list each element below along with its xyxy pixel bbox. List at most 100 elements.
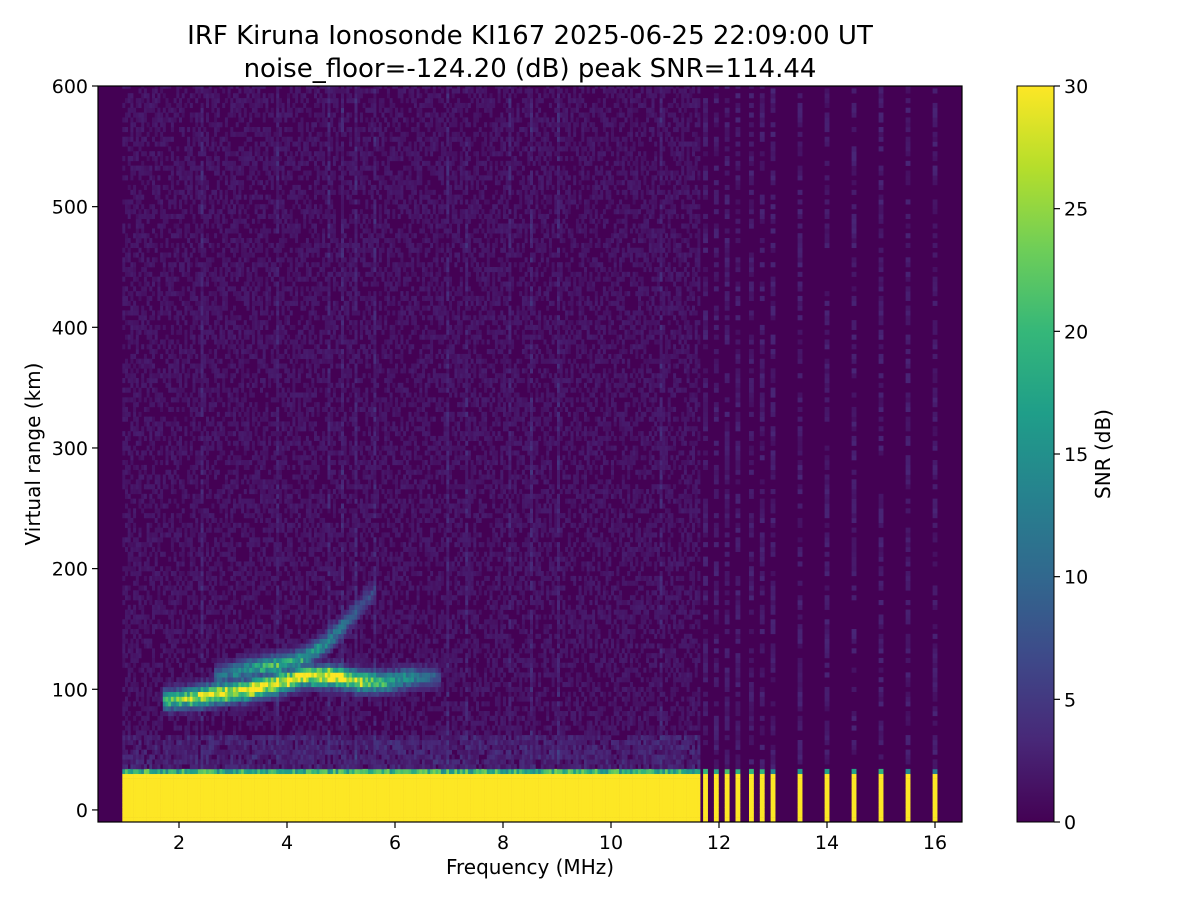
heatmap-cell	[157, 435, 161, 442]
heatmap-cell	[127, 793, 131, 799]
heatmap-cell	[146, 614, 150, 620]
heatmap-cell	[265, 556, 269, 562]
heatmap-cell	[249, 344, 253, 350]
heatmap-cell	[216, 387, 220, 393]
heatmap-cell	[141, 759, 145, 765]
heatmap-cell	[160, 204, 164, 210]
heatmap-cell	[257, 744, 261, 750]
heatmap-cell	[222, 653, 226, 659]
heatmap-cell	[241, 566, 245, 572]
heatmap-cell	[152, 353, 155, 360]
heatmap-cell	[170, 426, 174, 432]
heatmap-cell	[254, 489, 258, 495]
heatmap-cell	[265, 300, 269, 306]
heatmap-cell	[187, 551, 191, 557]
heatmap-cell	[273, 657, 277, 664]
heatmap-cell	[251, 102, 255, 109]
heatmap-cell	[192, 802, 196, 808]
heatmap-cell	[138, 489, 142, 495]
heatmap-cell	[197, 281, 201, 287]
heatmap-cell	[179, 310, 182, 316]
heatmap-cell	[262, 566, 266, 572]
heatmap-cell	[230, 706, 234, 712]
heatmap-cell	[227, 267, 231, 273]
heatmap-cell	[184, 542, 188, 548]
heatmap-cell	[241, 416, 245, 422]
heatmap-cell	[260, 86, 263, 89]
heatmap-cell	[149, 643, 153, 649]
heatmap-cell	[149, 682, 153, 688]
heatmap-cell	[127, 184, 131, 191]
heatmap-cell	[184, 271, 188, 277]
heatmap-cell	[222, 817, 226, 822]
heatmap-cell	[122, 199, 126, 205]
heatmap-cell	[143, 435, 147, 442]
heatmap-cell	[184, 431, 188, 437]
heatmap-cell	[224, 295, 228, 302]
heatmap-cell	[224, 609, 228, 615]
heatmap-cell	[189, 151, 193, 157]
heatmap-cell	[230, 160, 234, 166]
heatmap-cell	[214, 402, 218, 408]
heatmap-cell	[265, 575, 269, 582]
heatmap-cell	[270, 788, 274, 794]
heatmap-cell	[216, 609, 220, 615]
heatmap-cell	[141, 773, 145, 779]
heatmap-cell	[260, 677, 263, 683]
heatmap-cell	[170, 812, 174, 818]
heatmap-cell	[273, 802, 277, 808]
heatmap-cell	[200, 609, 204, 615]
heatmap-cell	[170, 291, 174, 297]
heatmap-cell	[195, 778, 199, 784]
heatmap-cell	[208, 493, 212, 499]
heatmap-cell	[257, 537, 261, 543]
heatmap-cell	[262, 411, 266, 417]
heatmap-cell	[260, 749, 263, 755]
heatmap-cell	[203, 706, 207, 712]
heatmap-cell	[265, 696, 269, 702]
heatmap-cell	[146, 484, 150, 490]
heatmap-cell	[260, 300, 263, 306]
heatmap-cell	[179, 175, 182, 181]
heatmap-cell	[268, 609, 272, 615]
heatmap-cell	[187, 537, 191, 543]
heatmap-cell	[224, 677, 228, 683]
heatmap-cell	[260, 802, 263, 808]
heatmap-cell	[192, 363, 196, 369]
heatmap-cell	[235, 571, 239, 577]
heatmap-cell	[157, 595, 161, 601]
heatmap-cell	[227, 165, 231, 171]
heatmap-cell	[270, 672, 274, 678]
heatmap-cell	[157, 604, 161, 610]
heatmap-cell	[254, 98, 258, 104]
heatmap-cell	[187, 300, 191, 306]
heatmap-cell	[270, 513, 274, 519]
heatmap-cell	[233, 175, 236, 181]
heatmap-cell	[227, 691, 231, 697]
heatmap-cell	[143, 151, 147, 157]
heatmap-cell	[176, 156, 180, 162]
heatmap-cell	[173, 691, 177, 697]
heatmap-cell	[206, 117, 209, 123]
heatmap-cell	[203, 339, 207, 345]
heatmap-cell	[254, 725, 258, 731]
heatmap-cell	[268, 295, 272, 302]
heatmap-cell	[249, 194, 253, 200]
heatmap-cell	[176, 160, 180, 166]
heatmap-cell	[125, 440, 128, 446]
heatmap-cell	[173, 233, 177, 239]
heatmap-cell	[214, 662, 218, 668]
heatmap-cell	[135, 151, 139, 157]
heatmap-cell	[160, 768, 164, 775]
heatmap-cell	[152, 817, 155, 822]
heatmap-cell	[122, 812, 126, 818]
heatmap-cell	[251, 667, 255, 673]
heatmap-cell	[168, 686, 172, 693]
heatmap-cell	[262, 764, 266, 770]
heatmap-cell	[251, 672, 255, 678]
heatmap-cell	[187, 493, 191, 499]
heatmap-cell	[154, 421, 158, 427]
heatmap-cell	[219, 527, 223, 533]
heatmap-cell	[262, 817, 266, 822]
heatmap-cell	[246, 701, 250, 707]
